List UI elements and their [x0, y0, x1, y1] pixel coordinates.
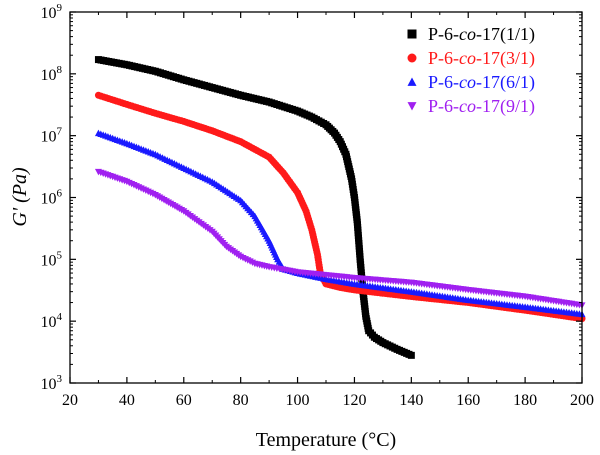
legend-label: P-6-co-17(9/1) — [428, 96, 535, 117]
axes-layer: 20 40 60 80 100 120 140 160 180 200 103 104 105 106 10… — [41, 2, 595, 409]
legend-marker — [407, 53, 417, 63]
y-tick-label: 108 — [41, 64, 63, 84]
x-tick-label: 180 — [513, 392, 537, 409]
legend-item: P-6-co-17(1/1) — [407, 24, 535, 45]
legend-marker — [407, 102, 417, 111]
y-tick-label: 107 — [41, 126, 63, 146]
x-tick-label: 120 — [342, 392, 366, 409]
series-1 — [94, 56, 415, 359]
series-4 — [94, 168, 586, 309]
x-tick-label: 100 — [286, 392, 310, 409]
x-tick-label: 140 — [399, 392, 423, 409]
y-tick-label: 104 — [41, 311, 63, 331]
legend-item: P-6-co-17(3/1) — [407, 48, 535, 69]
y-tick-label: 106 — [41, 188, 63, 208]
y-tick-label: 105 — [41, 249, 63, 269]
legend-label: P-6-co-17(6/1) — [428, 72, 535, 93]
x-tick-label: 60 — [176, 392, 192, 409]
y-tick-label: 109 — [41, 2, 63, 22]
legend-marker — [407, 77, 417, 86]
y-axis-title: G' (Pa) — [9, 167, 31, 227]
series-2 — [94, 91, 586, 323]
x-tick-label: 40 — [119, 392, 135, 409]
legend-label: P-6-co-17(3/1) — [428, 48, 535, 69]
y-tick-label: 103 — [41, 373, 63, 393]
plot-series-layer — [94, 56, 586, 359]
x-tick-label: 200 — [570, 392, 594, 409]
legend-item: P-6-co-17(9/1) — [407, 96, 535, 117]
legend: P-6-co-17(1/1) P-6-co-17(3/1) P-6-co-17(6/… — [407, 24, 535, 117]
legend-label: P-6-co-17(1/1) — [428, 24, 535, 45]
data-point — [407, 351, 415, 359]
x-tick-label: 20 — [62, 392, 78, 409]
series-3 — [94, 129, 586, 318]
x-tick-label: 80 — [233, 392, 249, 409]
x-tick-label: 160 — [456, 392, 480, 409]
legend-marker — [407, 29, 417, 39]
x-axis-title: Temperature (°C) — [256, 429, 396, 451]
legend-item: P-6-co-17(6/1) — [407, 72, 535, 93]
